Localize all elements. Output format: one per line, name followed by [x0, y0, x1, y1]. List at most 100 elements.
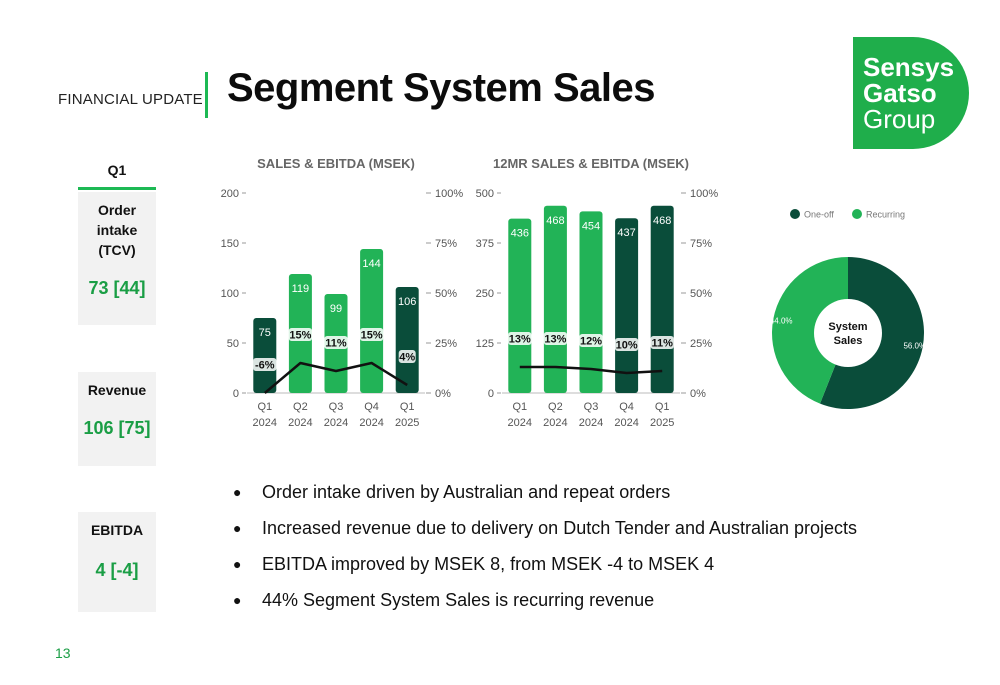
x-tick-label: Q3: [329, 401, 344, 413]
legend-label: One-off: [804, 210, 834, 220]
y-tick-label: 500: [476, 188, 494, 200]
bullet-text: EBITDA improved by MSEK 8, from MSEK -4 …: [262, 554, 715, 574]
bullet-text: Order intake driven by Australian and re…: [262, 482, 671, 502]
x-tick-label: Q2: [293, 401, 308, 413]
y-tick-label: 375: [476, 238, 494, 250]
kpi-period-label: Q1: [107, 162, 127, 178]
y-tick-label: 200: [221, 188, 239, 200]
legend-label: Recurring: [866, 210, 905, 220]
y2-tick-label: 75%: [435, 238, 457, 250]
line-value-label: 11%: [325, 338, 347, 350]
x-tick-label: Q3: [584, 401, 599, 413]
kpi-label-revenue: Revenue: [87, 382, 147, 398]
bar-value-label: 468: [546, 215, 564, 227]
line-value-label: 11%: [651, 338, 673, 350]
bar: [650, 205, 674, 393]
bar: [253, 318, 277, 393]
chart-title: 12MR SALES & EBITDA (MSEK): [493, 156, 689, 171]
line-label-bg: [253, 358, 277, 371]
y-tick-label: 100: [221, 288, 239, 300]
line-value-label: 15%: [289, 330, 311, 342]
y-tick-label: 250: [476, 288, 494, 300]
line-value-label: 13%: [509, 334, 531, 346]
y-tick-label: 0: [233, 388, 239, 400]
y2-tick-label: 25%: [435, 338, 457, 350]
x-tick-label: Q1: [512, 401, 527, 413]
kpi-card-revenue: Revenue 106 [75]: [78, 372, 156, 466]
y-tick-label: 50: [227, 338, 239, 350]
bar-value-label: 144: [362, 258, 380, 270]
x-tick-label: Q1: [655, 401, 670, 413]
line-value-label: -6%: [255, 360, 275, 372]
bar: [579, 211, 603, 393]
kpi-value-order-intake: 73 [44]: [88, 278, 146, 298]
title-divider: [205, 72, 208, 118]
bar: [508, 218, 532, 393]
line-label-bg: [650, 336, 674, 349]
bullet-glyph: ●: [233, 484, 242, 500]
x-tick-label: Q1: [257, 401, 272, 413]
y2-tick-label: 75%: [690, 238, 712, 250]
system-sales-donut-chart: One-off Recurring 56.0% 44.0% System Sales: [770, 209, 926, 409]
bar-value-label: 119: [292, 283, 310, 295]
kpi-period-underline: [78, 187, 156, 190]
x-tick-label: 2024: [579, 417, 603, 429]
line-label-bg: [288, 328, 313, 341]
kpi-label-line: (TCV): [98, 242, 136, 258]
bar-value-label: 75: [259, 327, 271, 339]
line-value-label: 12%: [580, 336, 602, 348]
logo-line-3: Group: [863, 104, 936, 134]
ebitda-margin-line: [263, 361, 408, 394]
kpi-label-line: intake: [96, 222, 138, 238]
x-tick-label: 2025: [650, 417, 674, 429]
kpi-value-ebitda: 4 [-4]: [95, 560, 139, 580]
list-item: ● Order intake driven by Australian and r…: [230, 474, 890, 510]
bullet-text: 44% Segment System Sales is recurring re…: [262, 590, 655, 610]
kpi-label-ebitda: EBITDA: [90, 522, 144, 538]
line-label-bg: [543, 332, 568, 345]
donut-center-label: System: [828, 321, 867, 333]
section-label: FINANCIAL UPDATE: [58, 91, 203, 108]
bullet-text: Increased revenue due to delivery on Dut…: [262, 518, 858, 538]
y2-tick-label: 0%: [690, 388, 706, 400]
slice-label: 56.0%: [903, 342, 926, 351]
line-label-bg: [614, 338, 639, 351]
x-tick-label: Q1: [400, 401, 415, 413]
y2-tick-label: 25%: [690, 338, 712, 350]
bar: [615, 218, 639, 393]
bar-value-label: 468: [653, 215, 671, 227]
x-tick-label: Q4: [619, 401, 634, 413]
y2-tick-label: 0%: [435, 388, 451, 400]
company-logo: Sensys Gatso Group: [853, 37, 969, 149]
bullet-glyph: ●: [233, 556, 242, 572]
page-title: Segment System Sales: [227, 66, 656, 110]
kpi-card-ebitda: EBITDA 4 [-4]: [78, 512, 156, 612]
y2-tick-label: 50%: [690, 288, 712, 300]
y2-tick-label: 100%: [435, 188, 463, 200]
y-tick-label: 150: [221, 238, 239, 250]
legend-swatch: [852, 209, 862, 219]
chart-title: SALES & EBITDA (MSEK): [257, 156, 415, 171]
donut-center-label: Sales: [834, 335, 863, 347]
donut-hole: [814, 299, 882, 367]
line-label-bg: [359, 328, 384, 341]
kpi-card-order-intake: Order intake (TCV) 73 [44]: [78, 192, 156, 325]
bar-value-label: 99: [330, 303, 342, 315]
donut-slice: [772, 257, 848, 404]
bar: [360, 249, 384, 393]
x-tick-label: 2024: [614, 417, 638, 429]
bar-value-label: 436: [511, 228, 529, 240]
x-tick-label: 2024: [543, 417, 567, 429]
line-label-bg: [398, 350, 416, 363]
x-tick-label: 2025: [395, 417, 419, 429]
x-tick-label: Q2: [548, 401, 563, 413]
y2-tick-label: 50%: [435, 288, 457, 300]
donut-slice: [820, 257, 924, 409]
x-tick-label: 2024: [359, 417, 383, 429]
list-item: ● Increased revenue due to delivery on Du…: [230, 510, 890, 546]
bar: [543, 205, 567, 393]
line-label-bg: [508, 332, 532, 345]
y-tick-label: 125: [476, 338, 494, 350]
x-tick-label: Q4: [364, 401, 379, 413]
bullet-glyph: ●: [233, 520, 242, 536]
